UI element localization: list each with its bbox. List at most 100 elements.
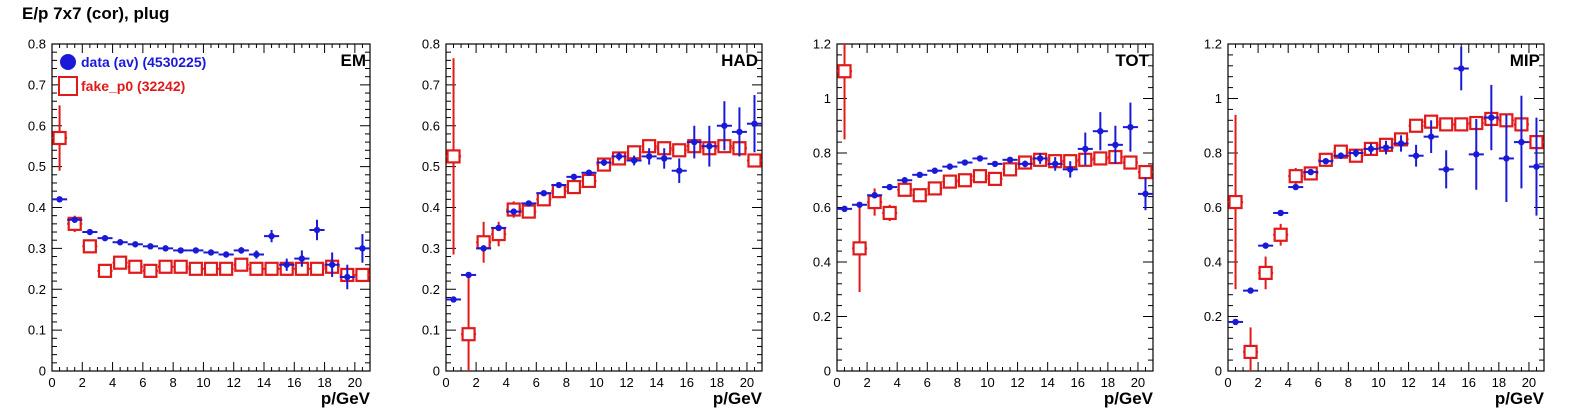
- data-point: [1337, 152, 1345, 159]
- y-tick-label: 0.8: [1204, 146, 1222, 161]
- x-tick-label: 4: [1285, 375, 1292, 390]
- data-point: [886, 183, 893, 191]
- x-axis-title: p/GeV: [713, 389, 763, 408]
- data-point: [660, 155, 668, 162]
- plot-frame: [445, 43, 763, 372]
- data-point: [86, 228, 94, 236]
- data-point: [1232, 318, 1239, 326]
- y-tick-label: 0: [1215, 364, 1222, 379]
- fake-point: [249, 261, 264, 276]
- panel-label: MIP: [1510, 51, 1540, 70]
- data-point: [207, 249, 215, 256]
- data-point: [1352, 149, 1360, 157]
- fake-point: [1258, 265, 1273, 280]
- fake-point: [581, 173, 597, 189]
- figure-title: E/p 7x7 (cor), plug: [22, 4, 170, 23]
- data-point: [1097, 128, 1104, 135]
- y-tick-label: 0.6: [28, 118, 46, 133]
- fake-point: [173, 259, 188, 274]
- fake-point: [203, 261, 219, 276]
- x-tick-label: 8: [1345, 375, 1352, 390]
- fake-point: [1288, 169, 1303, 184]
- x-tick-label: 6: [139, 375, 146, 390]
- x-tick-label: 14: [1040, 375, 1054, 390]
- data-point: [991, 160, 999, 168]
- data-point: [841, 205, 848, 213]
- data-point: [976, 155, 984, 162]
- y-tick-label: 0.1: [28, 323, 46, 338]
- series-fake: [52, 105, 370, 283]
- x-tick-label: 2: [79, 375, 86, 390]
- fake-point: [747, 153, 762, 168]
- fake-point: [158, 259, 173, 274]
- fake-point: [912, 188, 927, 203]
- x-axis-title: p/GeV: [1495, 389, 1545, 408]
- panel-label: EM: [341, 51, 367, 70]
- x-tick-label: 12: [619, 375, 633, 390]
- series-data: [446, 95, 762, 303]
- data-point: [465, 271, 472, 279]
- fake-point: [309, 261, 325, 276]
- x-tick-label: 20: [1131, 375, 1145, 390]
- fake-point: [1138, 164, 1153, 180]
- y-tick-label: 0.2: [1204, 309, 1222, 324]
- x-tick-label: 14: [257, 375, 271, 390]
- data-point: [1533, 163, 1540, 170]
- series-data: [1228, 46, 1544, 326]
- fake-point: [355, 267, 370, 283]
- fake-point: [219, 261, 234, 276]
- data-point: [721, 122, 728, 129]
- data-point: [570, 173, 578, 181]
- x-tick-label: 10: [980, 375, 994, 390]
- data-point: [1488, 114, 1495, 121]
- x-tick-label: 10: [589, 375, 603, 390]
- y-tick-label: 0.4: [422, 200, 440, 215]
- y-tick-label: 0: [824, 364, 831, 379]
- y-tick-label: 0.3: [28, 241, 46, 256]
- fake-point: [1093, 151, 1108, 166]
- data-point: [1006, 156, 1014, 164]
- data-point: [676, 167, 683, 174]
- fake-point: [1273, 227, 1288, 242]
- y-tick-label: 1.2: [813, 37, 831, 52]
- x-tick-label: 6: [533, 375, 540, 390]
- legend-label-fake: fake_p0 (32242): [81, 78, 185, 94]
- data-point: [736, 128, 743, 136]
- fake-point: [837, 64, 852, 79]
- y-tick-label: 1: [824, 91, 831, 106]
- data-point: [751, 120, 758, 127]
- fake-point: [1002, 162, 1018, 177]
- y-tick-label: 0.8: [422, 37, 440, 52]
- y-tick-label: 0.1: [422, 323, 440, 338]
- fake-point: [942, 174, 957, 189]
- fake-point: [1408, 118, 1424, 133]
- data-point: [1412, 152, 1420, 159]
- chart-panel-tot: 0 2 4 6 8 10 12 14 16 18 20 0 0.2 0.4 0.6 0.8 1 1.2 TOT p/G…: [813, 37, 1154, 409]
- x-tick-label: 0: [833, 375, 840, 390]
- x-tick-label: 18: [1101, 375, 1115, 390]
- data-layer: [837, 44, 1153, 292]
- x-tick-label: 16: [1071, 375, 1085, 390]
- x-tick-label: 12: [226, 375, 240, 390]
- x-tick-label: 8: [170, 375, 177, 390]
- data-point: [1277, 209, 1284, 217]
- legend-marker-data: [60, 54, 76, 70]
- data-point: [585, 169, 593, 176]
- y-tick-label: 0.7: [422, 77, 440, 92]
- y-tick-label: 0.6: [1204, 200, 1222, 215]
- data-point: [1247, 287, 1254, 294]
- x-tick-label: 12: [1401, 375, 1415, 390]
- fake-point: [1439, 117, 1454, 132]
- fake-point: [1454, 117, 1469, 132]
- data-point: [192, 247, 200, 254]
- data-point: [1082, 145, 1089, 153]
- x-tick-label: 2: [472, 375, 479, 390]
- fake-point: [957, 173, 973, 188]
- data-point: [1142, 190, 1149, 198]
- data-point: [1397, 140, 1405, 147]
- data-point: [856, 201, 863, 208]
- data-point: [238, 247, 245, 254]
- y-tick-label: 0.4: [28, 200, 46, 215]
- data-point: [1458, 65, 1465, 72]
- y-tick-label: 0.2: [28, 282, 46, 297]
